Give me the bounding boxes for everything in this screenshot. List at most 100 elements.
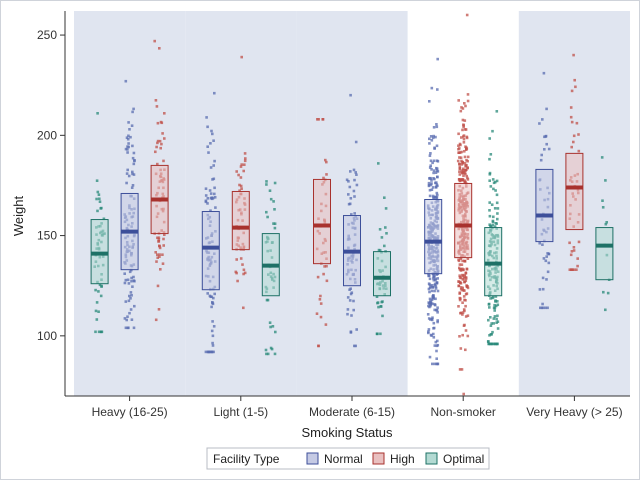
data-point xyxy=(496,300,499,303)
data-point xyxy=(161,132,164,135)
data-point xyxy=(378,228,382,231)
data-point xyxy=(462,124,465,127)
data-point xyxy=(98,197,101,201)
data-point xyxy=(350,314,353,317)
data-point xyxy=(487,342,490,346)
data-point xyxy=(132,162,136,166)
data-point xyxy=(210,329,214,333)
data-point xyxy=(235,258,238,261)
data-point xyxy=(239,176,243,179)
box-optimal xyxy=(484,227,503,297)
data-point xyxy=(127,282,131,285)
data-point xyxy=(461,268,464,272)
data-point xyxy=(488,157,491,161)
data-point xyxy=(491,129,494,133)
data-point xyxy=(458,170,461,173)
data-point xyxy=(435,125,439,129)
data-point xyxy=(317,118,320,121)
data-point xyxy=(94,309,98,313)
data-point xyxy=(132,173,136,176)
data-point xyxy=(156,284,160,288)
data-point xyxy=(489,324,493,327)
data-point xyxy=(206,202,209,205)
data-point xyxy=(385,232,388,235)
data-point xyxy=(466,155,470,159)
data-point xyxy=(457,280,460,283)
data-point xyxy=(430,289,434,293)
data-point xyxy=(349,93,352,97)
data-point xyxy=(212,325,216,328)
data-point xyxy=(432,278,436,282)
data-point xyxy=(491,330,494,334)
data-point xyxy=(495,201,499,205)
data-point xyxy=(431,362,434,366)
data-point xyxy=(211,344,215,347)
data-point xyxy=(462,174,465,178)
data-point xyxy=(213,192,216,196)
data-point xyxy=(353,344,356,348)
data-point xyxy=(352,189,356,193)
data-point xyxy=(488,342,492,346)
data-point xyxy=(458,274,461,277)
data-point xyxy=(384,207,388,210)
data-point xyxy=(212,139,215,142)
data-point xyxy=(383,196,386,199)
data-point xyxy=(354,344,357,348)
data-point xyxy=(347,180,350,183)
data-point xyxy=(545,278,548,281)
data-point xyxy=(274,330,277,334)
data-point xyxy=(495,321,498,324)
data-point xyxy=(378,249,382,252)
data-point xyxy=(238,183,241,187)
data-point xyxy=(464,104,467,108)
data-point xyxy=(489,316,492,319)
data-point xyxy=(131,172,134,176)
data-point xyxy=(428,286,432,290)
data-point xyxy=(433,289,436,293)
data-point xyxy=(488,223,491,226)
data-point xyxy=(125,181,128,185)
data-point xyxy=(572,53,575,57)
data-point xyxy=(488,214,492,218)
data-point xyxy=(129,297,132,300)
data-point xyxy=(541,276,545,280)
data-point xyxy=(457,132,460,136)
data-point xyxy=(204,187,208,190)
data-point xyxy=(131,144,134,148)
data-point xyxy=(495,193,499,197)
data-point xyxy=(100,284,103,288)
data-point xyxy=(541,302,544,306)
data-point xyxy=(432,294,435,297)
box-high xyxy=(231,190,250,251)
data-point xyxy=(211,132,214,136)
data-point xyxy=(384,226,387,229)
data-point xyxy=(459,286,463,289)
data-point xyxy=(431,285,435,289)
data-point xyxy=(206,125,209,129)
data-point xyxy=(458,178,461,181)
data-point xyxy=(132,326,136,330)
data-point xyxy=(488,137,491,140)
data-point xyxy=(157,236,161,239)
data-point xyxy=(429,299,432,303)
data-point xyxy=(463,275,466,278)
data-point xyxy=(458,165,462,169)
data-point xyxy=(546,270,550,274)
data-point xyxy=(377,305,380,309)
data-point xyxy=(265,352,268,356)
data-point xyxy=(430,168,433,171)
data-point xyxy=(487,302,491,306)
data-point xyxy=(325,173,328,176)
data-point xyxy=(354,140,358,144)
data-point xyxy=(124,300,128,303)
data-point xyxy=(158,47,161,50)
data-point xyxy=(457,284,460,288)
data-point xyxy=(431,186,435,189)
x-tick-label: Non-smoker xyxy=(431,405,496,419)
data-point xyxy=(494,300,497,303)
data-point xyxy=(462,125,465,129)
data-point xyxy=(434,287,438,290)
data-point xyxy=(538,241,541,245)
data-point xyxy=(98,200,102,203)
data-point xyxy=(131,184,135,187)
